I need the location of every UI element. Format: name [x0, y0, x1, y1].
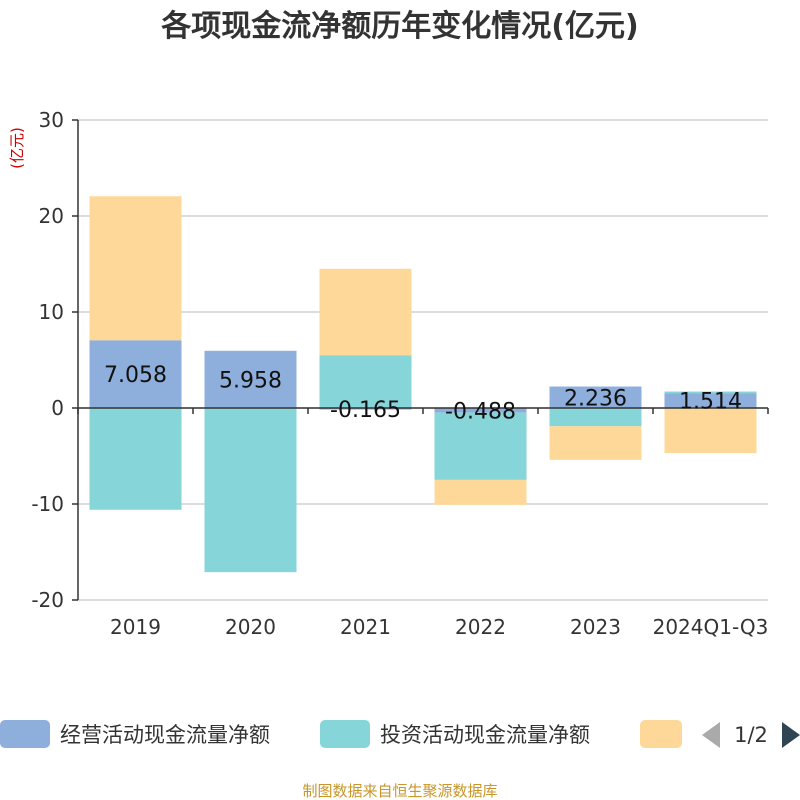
bar-series2-2023 [549, 426, 642, 460]
bar-series2-2021 [319, 268, 412, 356]
bar-series1-2023 [549, 408, 642, 427]
bar-series1-2024Q1-Q3 [664, 391, 757, 394]
data-label: 2.236 [564, 386, 627, 411]
bar-series1-2020 [204, 408, 297, 573]
bar-series2-2019 [89, 196, 182, 341]
data-label: 7.058 [104, 363, 167, 388]
y-tick-label: -20 [31, 588, 64, 612]
bar-series0-2023 [549, 386, 642, 408]
x-tick-label: 2020 [225, 615, 276, 639]
data-label: -0.165 [330, 398, 401, 423]
legend-next-page-icon[interactable] [782, 722, 800, 748]
legend-label-operating: 经营活动现金流量净额 [60, 723, 270, 747]
bar-series1-2022 [434, 412, 527, 480]
legend-page-indicator: 1/2 [734, 723, 768, 747]
x-tick-label: 2021 [340, 615, 391, 639]
legend-swatch-third [640, 720, 682, 748]
bar-series0-2022 [434, 408, 527, 413]
legend-item-operating[interactable]: 经营活动现金流量净额 [0, 720, 270, 748]
y-axis-unit: (亿元) [8, 127, 26, 169]
data-label: 1.514 [679, 390, 742, 415]
data-source-note: 制图数据来自恒生聚源数据库 [302, 782, 497, 800]
legend-item-investing[interactable]: 投资活动现金流量净额 [320, 720, 590, 748]
x-tick-label: 2019 [110, 615, 161, 639]
bar-series0-2019 [89, 340, 182, 408]
bar-series1-2019 [89, 408, 182, 510]
bar-series2-2022 [434, 479, 527, 505]
x-tick-label: 2024Q1-Q3 [653, 615, 769, 639]
y-tick-label: 30 [39, 108, 64, 132]
x-tick-label: 2022 [455, 615, 506, 639]
y-tick-label: 0 [51, 396, 64, 420]
axes: 30 20 10 0 -10 -20 2019 2020 2021 2022 2023 2024Q1-… [31, 108, 769, 639]
legend: 经营活动现金流量净额 投资活动现金流量净额 1/2 [0, 720, 800, 748]
y-tick-label: -10 [31, 492, 64, 516]
bars [89, 196, 757, 573]
legend-prev-page-icon[interactable] [702, 722, 720, 748]
y-tick-label: 10 [39, 300, 64, 324]
data-labels: 7.058 5.958 -0.165 -0.488 2.236 1.514 [104, 363, 742, 424]
y-tick-label: 20 [39, 204, 64, 228]
bar-series0-2024Q1-Q3 [664, 393, 757, 408]
bar-series2-2024Q1-Q3 [664, 408, 757, 454]
bar-series1-2021 [319, 355, 412, 408]
x-tick-label: 2023 [570, 615, 621, 639]
chart-title: 各项现金流净额历年变化情况(亿元) [160, 9, 638, 44]
legend-label-investing: 投资活动现金流量净额 [380, 723, 590, 747]
bar-series0-2021 [319, 408, 412, 410]
legend-swatch-investing [320, 720, 370, 748]
legend-swatch-operating [0, 720, 50, 748]
legend-item-financing[interactable] [640, 720, 682, 748]
bar-series0-2020 [204, 350, 297, 408]
data-label: -0.488 [445, 399, 516, 424]
data-label: 5.958 [219, 368, 282, 393]
